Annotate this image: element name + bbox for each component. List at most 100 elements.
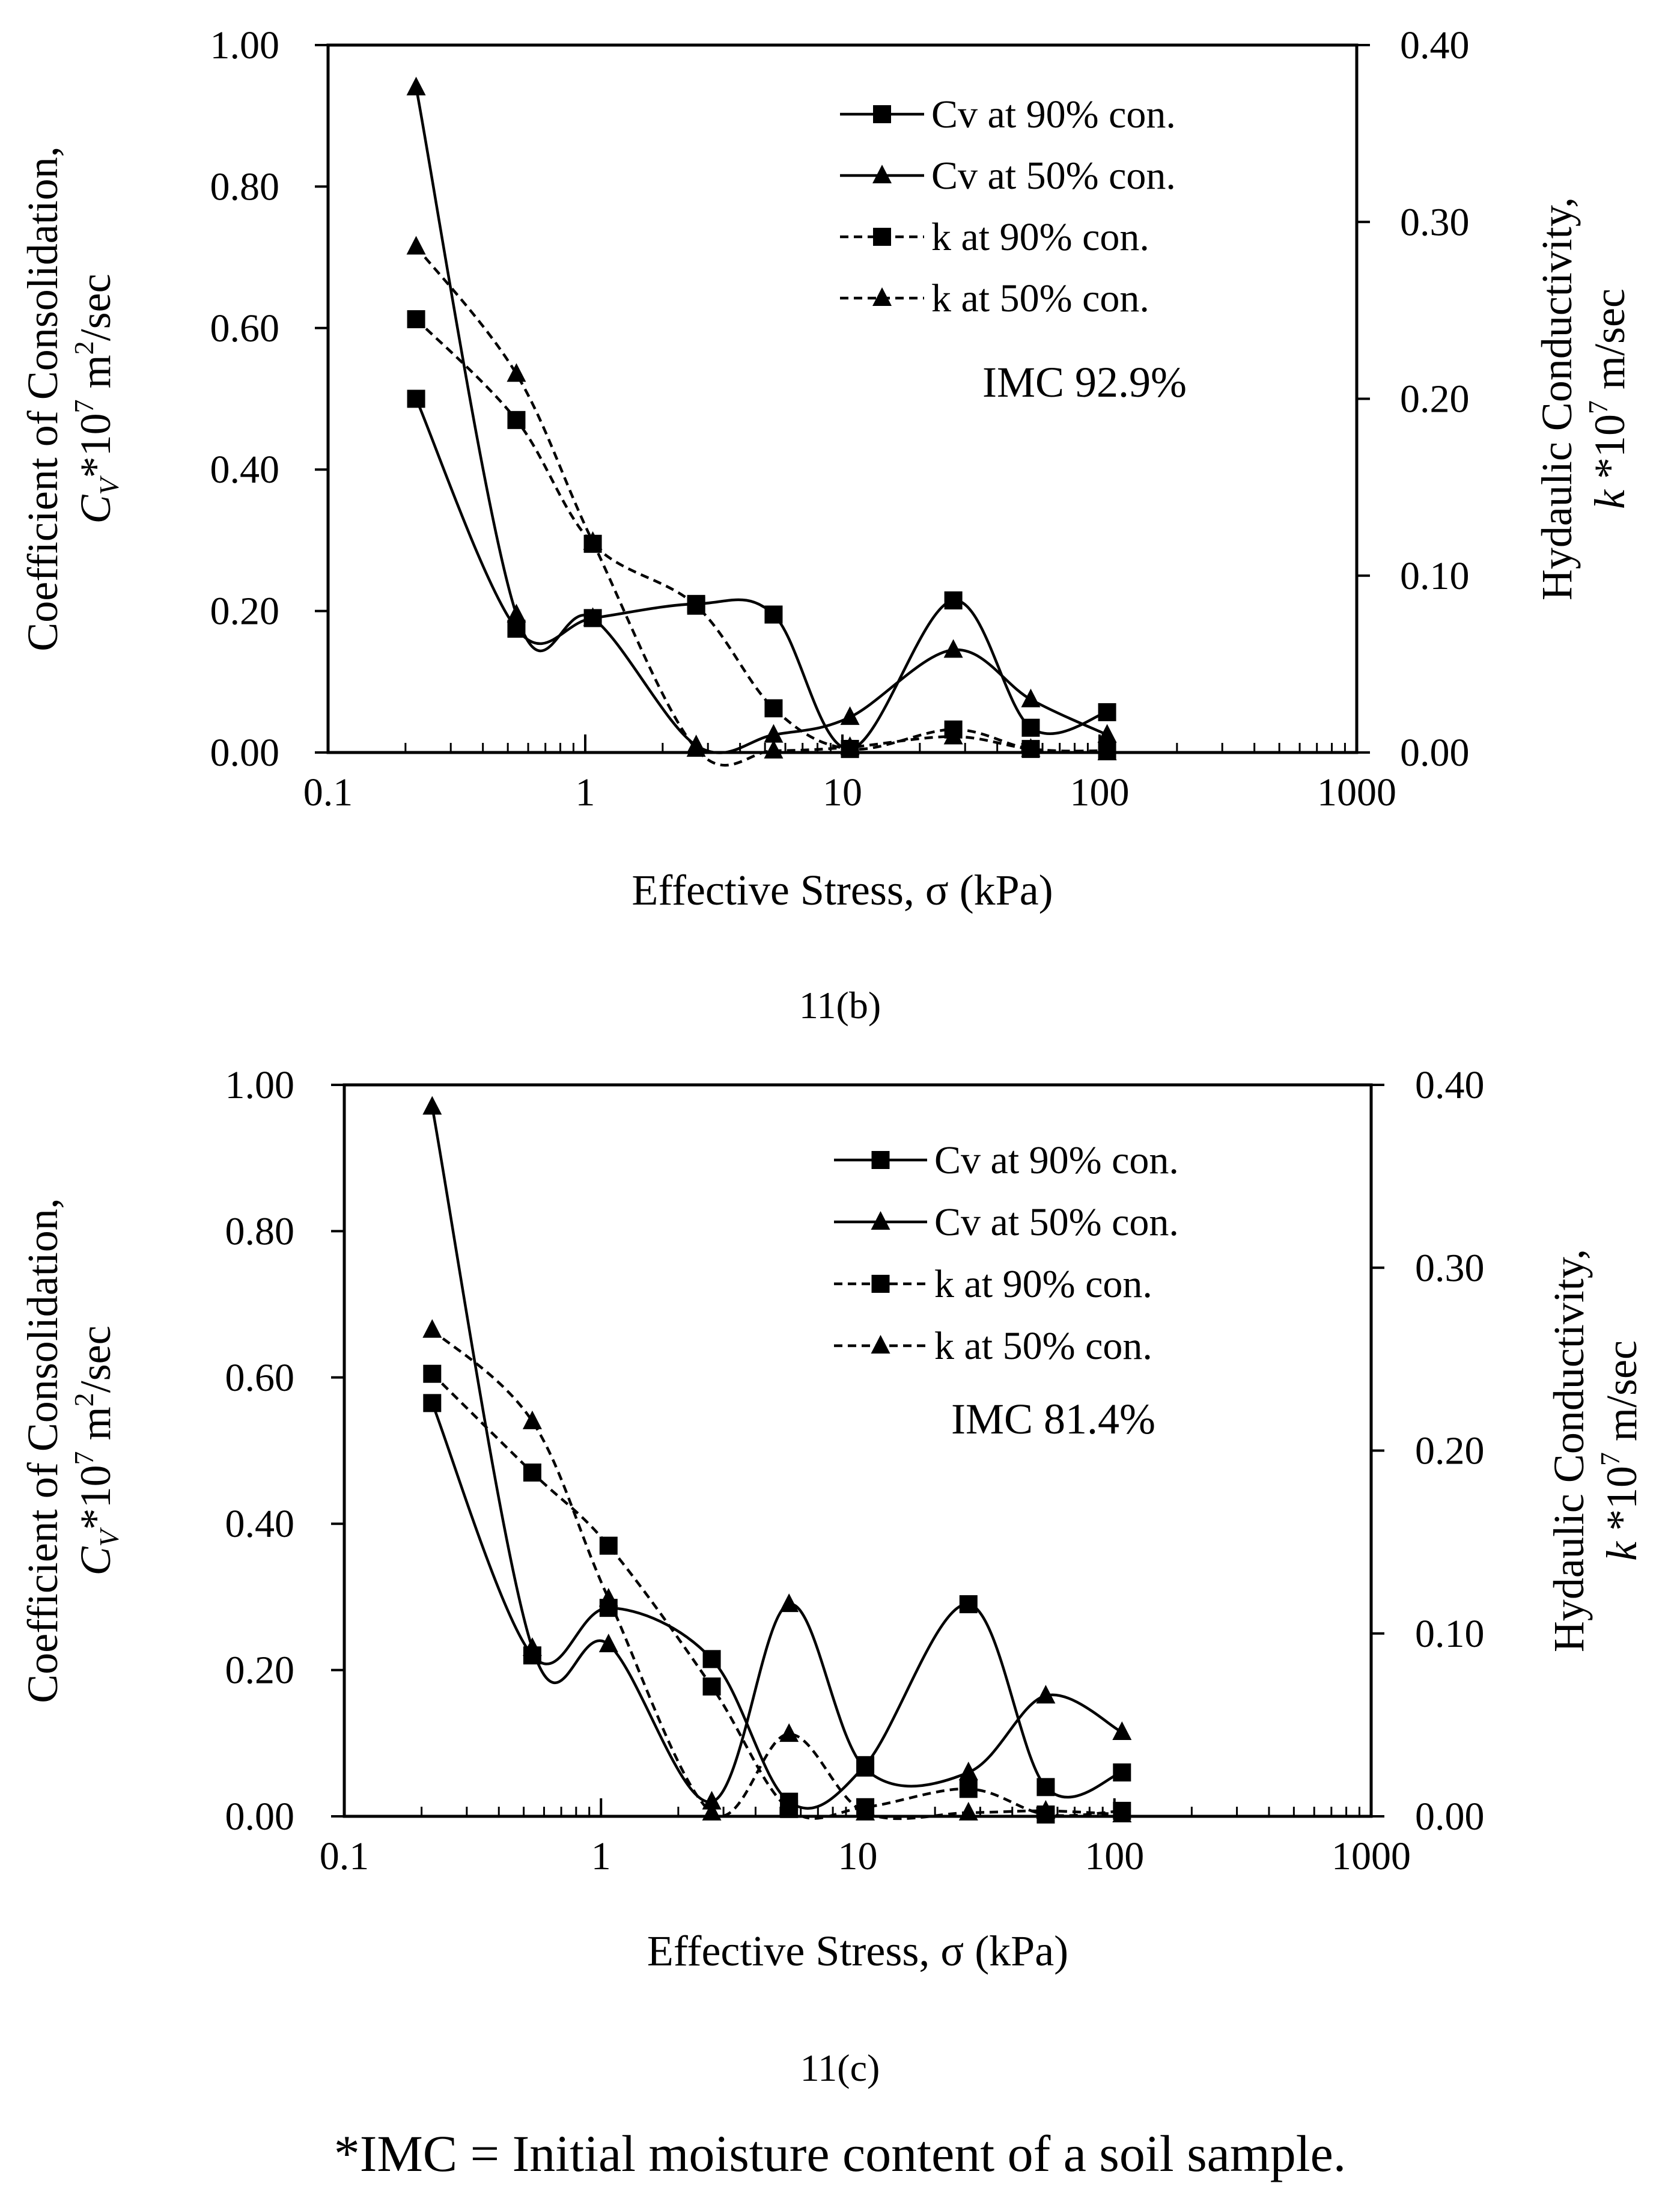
c2-point-k-at-90pct-con [780, 1800, 799, 1818]
c2-point-cv-at-90pct-con [423, 1394, 442, 1412]
c2-legend: Cv at 90% con. Cv at 50% con. k at 90% con… [834, 1138, 1179, 1368]
c1-point-k-at-90pct-con [407, 310, 425, 329]
c1-y-left-tick-label: 0.20 [210, 590, 280, 633]
panel-caption-11b: 11(b) [799, 984, 881, 1027]
c1-line-cv-at-90pct-con [415, 398, 1108, 751]
c1-y-left-axis-label: Coefficient of Consolidation, CV*107 m2/s… [19, 146, 124, 652]
c1-y-right-tick-label: 0.20 [1400, 377, 1470, 421]
c2-point-k-at-50pct-con [958, 1801, 978, 1821]
c2-y-right-tick-label: 0.10 [1415, 1612, 1485, 1656]
c2-legend-label-cv-at-50pct-con: Cv at 50% con. [934, 1200, 1179, 1244]
c1-point-k-at-90pct-con [507, 411, 526, 429]
c1-point-k-at-50pct-con [406, 236, 426, 255]
c1-point-cv-at-90pct-con [1098, 703, 1116, 721]
c1-legend-label-k-at-90pct-con: k at 90% con. [931, 215, 1149, 259]
c1-point-cv-at-90pct-con [944, 591, 963, 609]
c2-y-right-axis-label: Hydaulic Conductivity, k *107 m/sec [1545, 1249, 1646, 1652]
c2-y-right-tick-label: 0.00 [1415, 1795, 1485, 1839]
c2-x-tick-label: 10 [838, 1834, 878, 1878]
c1-x-tick-label: 0.1 [303, 771, 353, 814]
c2-legend-marker-k-at-90pct-con [871, 1275, 890, 1293]
c1-point-cv-at-50pct-con [583, 607, 603, 626]
c1-x-tick-label: 1 [576, 771, 595, 814]
c2-point-k-at-50pct-con [1036, 1800, 1056, 1819]
c2-series-cv-at-90pct-con [423, 1394, 1131, 1811]
c1-imc-annotation: IMC 92.9% [982, 358, 1187, 406]
c1-point-cv-at-50pct-con [1097, 724, 1117, 743]
c2-point-cv-at-50pct-con [856, 1757, 875, 1777]
c2-point-cv-at-50pct-con [522, 1637, 542, 1656]
c2-point-cv-at-50pct-con [1112, 1721, 1132, 1741]
c2-y-left-tick-label: 0.80 [225, 1209, 295, 1253]
c2-x-tick-label: 0.1 [320, 1834, 370, 1878]
c2-y-left-axis-label: Coefficient of Consolidation, CV*107 m2/s… [19, 1198, 124, 1703]
c1-point-k-at-50pct-con [1021, 738, 1041, 757]
c1-legend-label-k-at-50pct-con: k at 50% con. [931, 276, 1149, 320]
c2-x-tick-label: 1 [591, 1834, 611, 1878]
c1-x-axis-label: Effective Stress, σ (kPa) [632, 866, 1053, 914]
c1-point-k-at-50pct-con [686, 738, 706, 757]
c2-point-cv-at-90pct-con [1113, 1763, 1131, 1781]
c2-x-tick-label: 100 [1085, 1834, 1144, 1878]
c1-point-k-at-90pct-con [764, 699, 783, 718]
c2-point-cv-at-50pct-con [598, 1634, 618, 1653]
c1-y-left-tick-label: 0.80 [210, 165, 280, 209]
c2-legend-label-cv-at-90pct-con: Cv at 90% con. [934, 1138, 1179, 1182]
c2-line-k-at-50pct-con [431, 1329, 1122, 1821]
c2-y-left-tick-label: 0.40 [225, 1502, 295, 1546]
c1-point-k-at-50pct-con [583, 531, 603, 550]
c1-point-k-at-50pct-con [1097, 742, 1117, 760]
c1-point-k-at-50pct-con [943, 725, 963, 745]
c2-point-k-at-50pct-con [422, 1319, 442, 1338]
c2-series-k-at-50pct-con [422, 1319, 1132, 1822]
c2-x-tick-label: 1000 [1332, 1834, 1411, 1878]
c1-y-right-tick-label: 0.40 [1400, 23, 1470, 67]
c2-point-cv-at-90pct-con [959, 1595, 978, 1614]
c2-point-k-at-90pct-con [959, 1780, 978, 1798]
c2-point-cv-at-90pct-con [1036, 1778, 1055, 1796]
c2-point-k-at-90pct-con [523, 1464, 541, 1482]
c2-point-k-at-50pct-con [702, 1801, 722, 1821]
c2-line-k-at-90pct-con [431, 1373, 1122, 1820]
c1-legend-marker-cv-at-90pct-con [873, 105, 891, 123]
c2-y-right-tick-label: 0.30 [1415, 1246, 1485, 1290]
c1-point-cv-at-50pct-con [507, 603, 526, 623]
c2-point-k-at-90pct-con [599, 1536, 618, 1555]
c2-point-k-at-50pct-con [779, 1723, 799, 1742]
c2-legend-label-k-at-50pct-con: k at 50% con. [934, 1324, 1152, 1368]
c1-x-tick-label: 1000 [1317, 771, 1396, 814]
c1-legend-marker-k-at-50pct-con [872, 287, 892, 306]
chart-11c: 0.1 1 10 100 10000.000.200.400.600.801.000.0… [19, 1063, 1646, 1975]
c2-y-left-tick-label: 0.60 [225, 1356, 295, 1400]
c2-point-cv-at-90pct-con [702, 1650, 721, 1668]
c1-legend-label-cv-at-50pct-con: Cv at 50% con. [931, 154, 1176, 198]
c1-y-left-tick-label: 1.00 [210, 23, 280, 67]
c1-x-tick-label: 10 [823, 771, 862, 814]
c2-series-cv-at-50pct-con [422, 1096, 1132, 1810]
c1-point-cv-at-50pct-con [943, 639, 963, 658]
c2-plot-frame [342, 1083, 1373, 1818]
c2-point-cv-at-50pct-con [958, 1761, 978, 1780]
c1-point-k-at-50pct-con [840, 736, 860, 756]
c2-point-k-at-90pct-con [423, 1364, 442, 1383]
c2-legend-marker-cv-at-90pct-con [871, 1151, 890, 1169]
c2-y-right-tick-label: 0.20 [1415, 1429, 1485, 1473]
c1-point-cv-at-90pct-con [407, 389, 425, 408]
c1-point-cv-at-90pct-con [764, 605, 783, 624]
c2-point-cv-at-50pct-con [422, 1096, 442, 1115]
c2-legend-label-k-at-90pct-con: k at 90% con. [934, 1262, 1152, 1306]
c1-legend: Cv at 90% con. Cv at 50% con. k at 90% con… [840, 93, 1176, 320]
c1-y-right-axis-label: Hydaulic Conductivity, k *107 m/sec [1533, 197, 1634, 600]
c2-point-k-at-50pct-con [1112, 1803, 1132, 1822]
c1-y-left-tick-label: 0.60 [210, 307, 280, 350]
c2-point-cv-at-50pct-con [702, 1790, 722, 1810]
c1-y-right-tick-label: 0.30 [1400, 200, 1470, 244]
c2-imc-annotation: IMC 81.4% [951, 1395, 1155, 1443]
c2-y-left-tick-label: 0.20 [225, 1649, 295, 1693]
c1-x-tick-label: 100 [1070, 771, 1130, 814]
c1-legend-label-cv-at-90pct-con: Cv at 90% con. [931, 93, 1176, 136]
c1-y-left-tick-label: 0.00 [210, 731, 280, 775]
c2-line-cv-at-50pct-con [431, 1107, 1123, 1803]
c1-point-cv-at-50pct-con [764, 724, 784, 743]
